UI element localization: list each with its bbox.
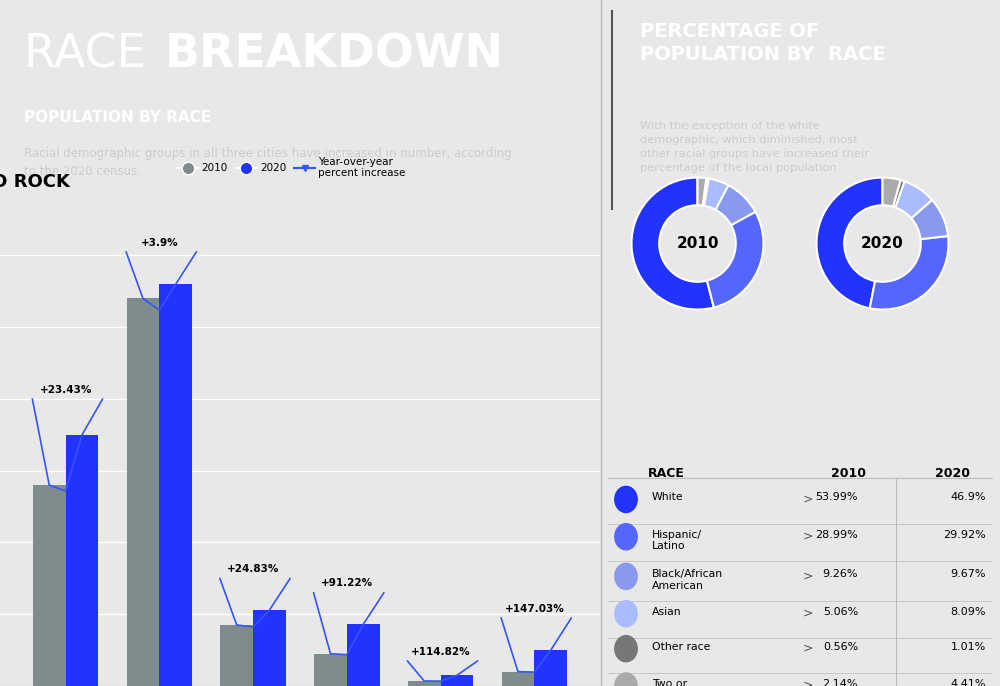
Wedge shape	[895, 181, 932, 218]
Text: RACE: RACE	[648, 466, 685, 480]
Text: ROUND ROCK: ROUND ROCK	[0, 173, 70, 191]
Text: BREAKDOWN: BREAKDOWN	[165, 33, 504, 78]
Bar	[314, 654, 347, 686]
Text: 2010: 2010	[676, 236, 719, 251]
Wedge shape	[893, 180, 905, 207]
Bar	[33, 485, 66, 686]
Text: >: >	[803, 530, 813, 543]
Wedge shape	[703, 178, 709, 206]
Bar	[502, 672, 534, 686]
Wedge shape	[883, 178, 901, 206]
Text: 2.14%: 2.14%	[822, 679, 858, 686]
Text: 1.01%: 1.01%	[951, 641, 986, 652]
Wedge shape	[911, 200, 948, 239]
Text: Racial demographic groups in all three cities have increased in number, accordin: Racial demographic groups in all three c…	[24, 147, 512, 178]
Text: PERCENTAGE OF
POPULATION BY  RACE: PERCENTAGE OF POPULATION BY RACE	[640, 22, 886, 64]
Wedge shape	[698, 178, 706, 206]
Text: +91.22%: +91.22%	[321, 578, 373, 589]
Text: +23.43%: +23.43%	[39, 385, 92, 394]
Wedge shape	[817, 178, 883, 308]
Circle shape	[615, 673, 637, 686]
Bar	[159, 284, 192, 686]
Circle shape	[615, 486, 637, 512]
Text: With the exception of the white
demographic, which diminished, most
other racial: With the exception of the white demograp…	[640, 121, 869, 173]
Circle shape	[615, 563, 637, 589]
Text: POPULATION BY RACE: POPULATION BY RACE	[24, 110, 211, 125]
Text: 0.56%: 0.56%	[823, 641, 858, 652]
Wedge shape	[715, 185, 755, 225]
Text: Two or
more races: Two or more races	[652, 679, 713, 686]
Bar	[66, 435, 98, 686]
Bar	[127, 298, 159, 686]
Bar	[220, 625, 253, 686]
Text: >: >	[803, 679, 813, 686]
Text: >: >	[803, 569, 813, 582]
Text: +147.03%: +147.03%	[505, 604, 564, 613]
Text: 2010: 2010	[830, 466, 866, 480]
Circle shape	[615, 601, 637, 627]
Text: 9.67%: 9.67%	[950, 569, 986, 580]
Text: +114.82%: +114.82%	[411, 647, 470, 657]
Text: Other race: Other race	[652, 641, 710, 652]
Wedge shape	[707, 212, 763, 307]
Bar	[408, 681, 441, 686]
Wedge shape	[704, 178, 728, 210]
Text: +3.9%: +3.9%	[141, 237, 178, 248]
Text: 4.41%: 4.41%	[950, 679, 986, 686]
Text: 2020: 2020	[861, 236, 904, 251]
Text: White: White	[652, 493, 684, 502]
Legend: 2010, 2020, Year-over-year
percent increase: 2010, 2020, Year-over-year percent incre…	[173, 152, 410, 182]
Text: 2020: 2020	[934, 466, 970, 480]
Bar	[347, 624, 380, 686]
Text: 9.26%: 9.26%	[822, 569, 858, 580]
Text: RACE: RACE	[24, 33, 160, 78]
Text: 28.99%: 28.99%	[815, 530, 858, 540]
Text: 53.99%: 53.99%	[816, 493, 858, 502]
Circle shape	[615, 636, 637, 662]
Text: 29.92%: 29.92%	[943, 530, 986, 540]
Bar	[534, 650, 567, 686]
Bar	[441, 675, 473, 686]
Text: +24.83%: +24.83%	[227, 564, 279, 574]
Text: >: >	[803, 641, 813, 654]
Text: Black/African
American: Black/African American	[652, 569, 723, 591]
Wedge shape	[632, 178, 714, 309]
Text: Asian: Asian	[652, 606, 682, 617]
Text: >: >	[803, 493, 813, 506]
Text: >: >	[803, 606, 813, 619]
Text: 8.09%: 8.09%	[950, 606, 986, 617]
Text: Hispanic/
Latino: Hispanic/ Latino	[652, 530, 702, 552]
Text: 46.9%: 46.9%	[950, 493, 986, 502]
Bar	[253, 610, 286, 686]
Wedge shape	[870, 236, 948, 309]
Circle shape	[615, 523, 637, 549]
Text: 5.06%: 5.06%	[823, 606, 858, 617]
